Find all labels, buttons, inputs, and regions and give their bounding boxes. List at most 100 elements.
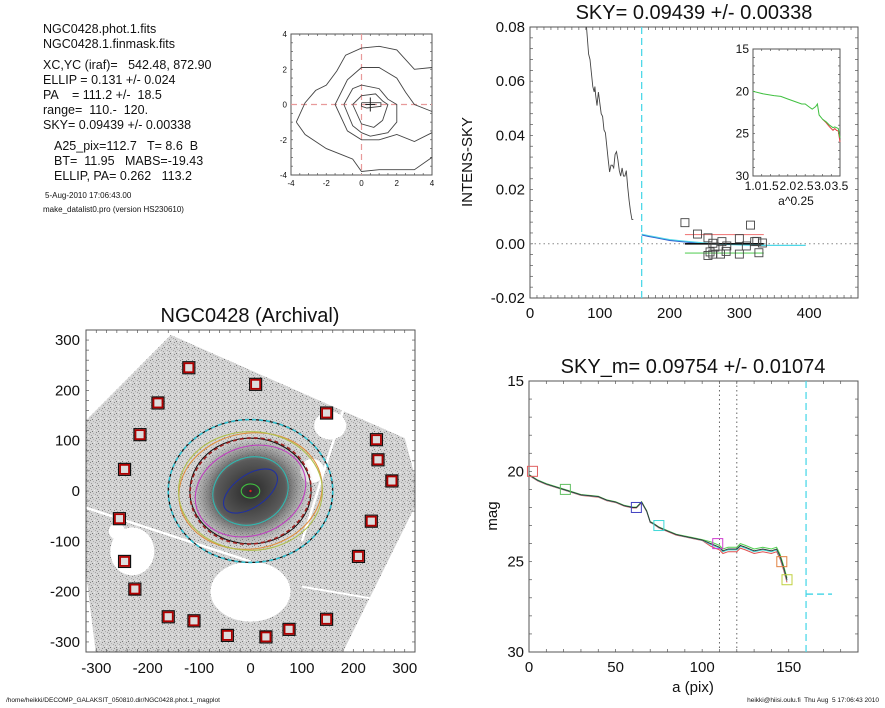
catalog-bt: BT= 11.95 MABS=-19.43 <box>54 154 204 168</box>
isophote-red-dashed <box>189 437 312 545</box>
sky-sample-square <box>757 238 767 248</box>
sky-box-inner <box>372 454 384 466</box>
param-pa: PA = 111.2 +/- 18.5 <box>43 88 162 102</box>
sky-y-tick-label: 0.06 <box>496 73 525 90</box>
galaxy-x-tick-label: -200 <box>133 660 163 677</box>
isophote-outer-dashed <box>167 418 334 564</box>
param-ellip: ELLIP = 0.131 +/- 0.024 <box>43 73 176 87</box>
inset-profile-red <box>822 118 841 143</box>
sky-box <box>259 630 273 644</box>
mag-y-tick-label: 20 <box>507 463 524 480</box>
sky-x-tick-label: 300 <box>727 305 752 322</box>
galaxy-y-tick-label: -100 <box>50 533 80 550</box>
galaxy-x-tick-label: -100 <box>184 660 214 677</box>
detector-gap <box>86 506 251 563</box>
sky-sample-square <box>752 236 762 246</box>
mag-marker-square <box>781 574 793 586</box>
isophote-olive <box>177 431 324 551</box>
sky-y-tick-label: -0.02 <box>491 290 525 307</box>
sky-sample-square <box>705 247 715 257</box>
sky-box <box>187 614 201 628</box>
sky-box <box>133 428 147 442</box>
sky-y-tick-label: 0.04 <box>496 127 525 144</box>
sky-sample-square <box>721 246 731 256</box>
catalog-a25: A25_pix=112.7 T= 8.6 B <box>54 139 199 153</box>
sky-box <box>319 612 334 626</box>
mag-y-axis-label: mag <box>484 501 501 530</box>
galaxy-x-tick-label: 200 <box>341 660 366 677</box>
sky-sample-square <box>734 234 744 244</box>
sky-frame <box>529 26 859 299</box>
contour-line-2 <box>334 67 433 142</box>
mag-marker-square <box>776 556 788 568</box>
inset-x-tick-label: 2.5 <box>797 179 814 193</box>
sky-sample-square <box>722 241 732 251</box>
contour-line-0 <box>295 45 433 123</box>
param-sky: SKY= 0.09439 +/- 0.00338 <box>43 118 192 132</box>
inset-y-tick-label: 30 <box>736 169 750 183</box>
contour-line-4 <box>352 93 389 128</box>
sky-sample-square <box>754 248 764 258</box>
sky-box-inner <box>162 611 174 623</box>
sky-box-inner <box>152 397 164 409</box>
sky-box <box>112 512 127 526</box>
sky-box-inner <box>119 556 130 567</box>
inset-frame <box>752 48 841 177</box>
sky-sample-square <box>693 229 702 239</box>
sky-box <box>220 628 234 642</box>
mag-profile-black <box>528 474 788 580</box>
mag-marker-square <box>653 520 665 532</box>
sky-box <box>371 453 385 467</box>
contour-line-1 <box>295 121 433 172</box>
sky-box <box>369 433 384 447</box>
sky-sample-square <box>710 242 720 252</box>
sky-box <box>364 514 378 528</box>
sky-plot-title: SKY= 0.09439 +/- 0.00338 <box>576 2 813 24</box>
galaxy-image <box>86 335 415 652</box>
mag-frame <box>528 380 859 653</box>
isophote-blue <box>223 468 278 514</box>
sky-box <box>385 474 399 488</box>
inset-y-tick-label: 15 <box>736 42 750 56</box>
mag-x-tick-label: 100 <box>690 659 715 676</box>
contour-y-tick-label: 4 <box>283 30 288 39</box>
sky-box-inner <box>119 463 130 475</box>
galaxy-y-tick-label: -200 <box>50 584 80 601</box>
sky-box-inner <box>183 362 195 374</box>
galaxy-center <box>249 489 252 493</box>
sky-box-inner <box>114 513 125 525</box>
sky-box <box>351 549 366 564</box>
mag-marker-square <box>630 501 642 513</box>
sky-box <box>319 406 334 420</box>
sky-x-tick-label: 100 <box>587 305 612 322</box>
galaxy-title: NGC0428 (Archival) <box>161 305 340 327</box>
sky-sample-square <box>680 218 690 228</box>
sky-box-inner <box>188 615 200 627</box>
galaxy-x-tick-label: 100 <box>289 660 314 677</box>
contour-x-tick-label: 0 <box>359 179 364 188</box>
detector-gap <box>300 410 345 542</box>
mag-profile-red <box>528 475 788 583</box>
galaxy-x-tick-label: 300 <box>392 660 417 677</box>
sky-box-inner <box>221 629 233 641</box>
sky-x-tick-label: 400 <box>797 305 822 322</box>
sky-intensity-profile <box>586 26 634 220</box>
sky-box <box>249 377 263 391</box>
inset-x-tick-label: 1.5 <box>762 179 779 193</box>
mag-y-tick-label: 25 <box>507 554 524 571</box>
sky-box-inner <box>353 551 364 562</box>
contour-x-tick-label: 2 <box>395 179 400 188</box>
isophote-cyan-mid <box>212 456 289 526</box>
sky-box <box>117 554 132 569</box>
mag-y-tick-label: 15 <box>507 373 524 390</box>
mask-region <box>210 561 291 622</box>
info-panel: NGC0428.phot.1.fits NGC0428.1.finmask.fi… <box>43 22 212 215</box>
sky-box-inner <box>283 623 295 635</box>
contour-y-tick-label: -2 <box>280 136 288 145</box>
contour-y-tick-label: 0 <box>283 101 288 110</box>
timestamp: 5-Aug-2010 17:06:43.00 <box>45 191 132 200</box>
mag-x-tick-label: 0 <box>525 659 533 676</box>
mag-plot-title: SKY_m= 0.09754 +/- 0.01074 <box>561 356 826 378</box>
param-center: XC,YC (iraf)= 542.48, 872.90 <box>43 58 212 72</box>
